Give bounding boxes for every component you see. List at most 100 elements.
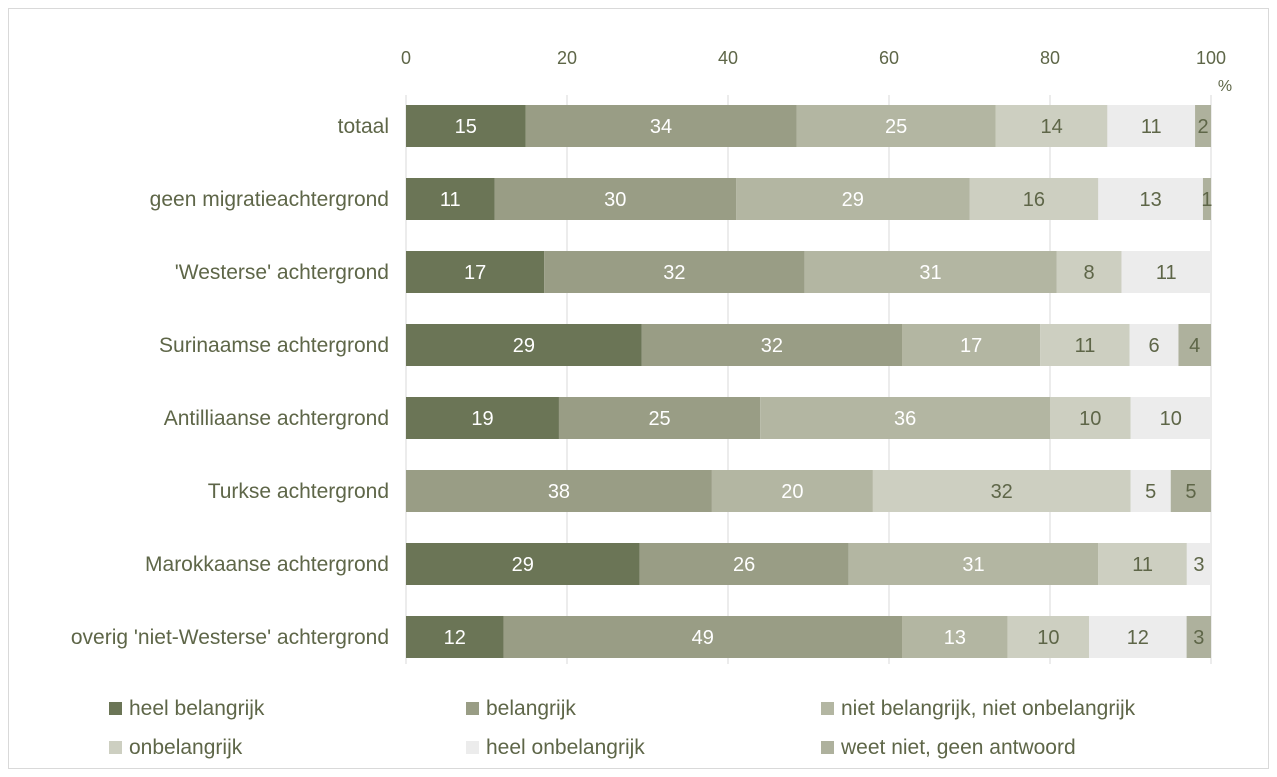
- bars: [406, 105, 1211, 658]
- data-label: 10: [1160, 408, 1182, 430]
- bar-segment: [872, 470, 1131, 512]
- bar-segment: [760, 397, 1050, 439]
- data-label: 1: [1201, 189, 1212, 211]
- data-label: 10: [1079, 408, 1101, 430]
- legend-label: heel onbelangrijk: [486, 736, 645, 759]
- bar-segment: [525, 105, 797, 147]
- x-tick-label: 0: [401, 48, 411, 68]
- bar-segment: [804, 251, 1057, 293]
- bar-segment: [406, 543, 640, 585]
- legend-swatch: [821, 702, 834, 715]
- bar-segment: [406, 251, 545, 293]
- data-label: 17: [960, 335, 982, 357]
- data-label: 20: [781, 481, 803, 503]
- data-label: 3: [1193, 554, 1204, 576]
- category-label: Antilliaanse achtergrond: [164, 407, 389, 430]
- bar-segment: [406, 470, 712, 512]
- data-label: 5: [1185, 481, 1196, 503]
- data-label: 32: [761, 335, 783, 357]
- category-label: totaal: [338, 115, 389, 138]
- data-label: 4: [1189, 335, 1200, 357]
- category-labels: totaal geen migratieachtergrond 'Westerse'…: [71, 115, 389, 649]
- legend-label: weet niet, geen antwoord: [840, 736, 1076, 759]
- bar-segment: [1121, 251, 1211, 293]
- bar-segment: [1202, 178, 1211, 220]
- legend-swatch: [466, 741, 479, 754]
- bar-segment: [494, 178, 737, 220]
- data-label: 14: [1040, 116, 1062, 138]
- legend-label: onbelangrijk: [129, 736, 243, 759]
- bar-segment: [558, 397, 761, 439]
- bar-segment: [1098, 543, 1187, 585]
- legend-swatch: [109, 702, 122, 715]
- legend-label: heel belangrijk: [129, 697, 265, 720]
- category-label: 'Westerse' achtergrond: [175, 261, 389, 284]
- bar-segment: [711, 470, 873, 512]
- data-label: 3: [1193, 627, 1204, 649]
- data-label: 17: [464, 262, 486, 284]
- data-label: 25: [648, 408, 670, 430]
- data-label: 25: [885, 116, 907, 138]
- data-label: 19: [471, 408, 493, 430]
- x-tick-label: 80: [1040, 48, 1060, 68]
- data-label: 8: [1083, 262, 1094, 284]
- data-label: 32: [663, 262, 685, 284]
- data-label: 12: [444, 627, 466, 649]
- x-axis-unit: %: [1218, 78, 1232, 95]
- bar-segment: [736, 178, 970, 220]
- bar-segment: [902, 616, 1008, 658]
- data-label: 26: [733, 554, 755, 576]
- data-label: 13: [944, 627, 966, 649]
- data-label: 15: [455, 116, 477, 138]
- bar-segment: [1178, 324, 1211, 366]
- bar-segment: [641, 324, 903, 366]
- x-tick-label: 100: [1196, 48, 1226, 68]
- bar-segment: [1040, 324, 1130, 366]
- data-label: 49: [692, 627, 714, 649]
- data-label: 34: [650, 116, 672, 138]
- legend-swatch: [109, 741, 122, 754]
- chart-frame: 15 34 25 14 11 2 11 30 29 16 13 1 17 32 31 8 11 29 32 17 11 6…: [8, 8, 1269, 769]
- bar-segment: [1130, 397, 1211, 439]
- data-label: 10: [1037, 627, 1059, 649]
- bar-segment: [1186, 616, 1211, 658]
- bar-segment: [1050, 397, 1131, 439]
- data-label: 5: [1145, 481, 1156, 503]
- data-label: 16: [1023, 189, 1045, 211]
- x-tick-label: 40: [718, 48, 738, 68]
- data-label: 29: [512, 554, 534, 576]
- legend-swatch: [466, 702, 479, 715]
- data-label: 29: [513, 335, 535, 357]
- bar-segment: [995, 105, 1108, 147]
- bar-segment: [406, 397, 559, 439]
- data-label: 36: [894, 408, 916, 430]
- data-label: 38: [548, 481, 570, 503]
- data-label: 11: [1156, 262, 1177, 284]
- bar-segment: [1186, 543, 1211, 585]
- bar-segment: [406, 616, 504, 658]
- legend: heel belangrijk belangrijk niet belangrijk…: [109, 697, 1136, 759]
- bar-segment: [503, 616, 903, 658]
- bar-segment: [544, 251, 805, 293]
- x-axis-ticks: 0 20 40 60 80 100%: [401, 48, 1232, 95]
- data-label: 31: [962, 554, 984, 576]
- bar-segment: [1129, 324, 1179, 366]
- data-label: 29: [842, 189, 864, 211]
- data-label: 13: [1140, 189, 1162, 211]
- data-label: 32: [991, 481, 1013, 503]
- category-label: Turkse achtergrond: [208, 480, 389, 503]
- data-label: 31: [919, 262, 941, 284]
- bar-segment: [1170, 470, 1211, 512]
- data-label: 12: [1127, 627, 1149, 649]
- bar-segment: [1056, 251, 1122, 293]
- bar-segment: [406, 105, 526, 147]
- bar-segment: [969, 178, 1099, 220]
- legend-label: niet belangrijk, niet onbelangrijk: [841, 697, 1136, 720]
- data-label: 11: [1075, 335, 1096, 357]
- x-tick-label: 20: [557, 48, 577, 68]
- data-label: 11: [440, 189, 461, 211]
- bar-segment: [406, 178, 495, 220]
- data-label: 30: [604, 189, 626, 211]
